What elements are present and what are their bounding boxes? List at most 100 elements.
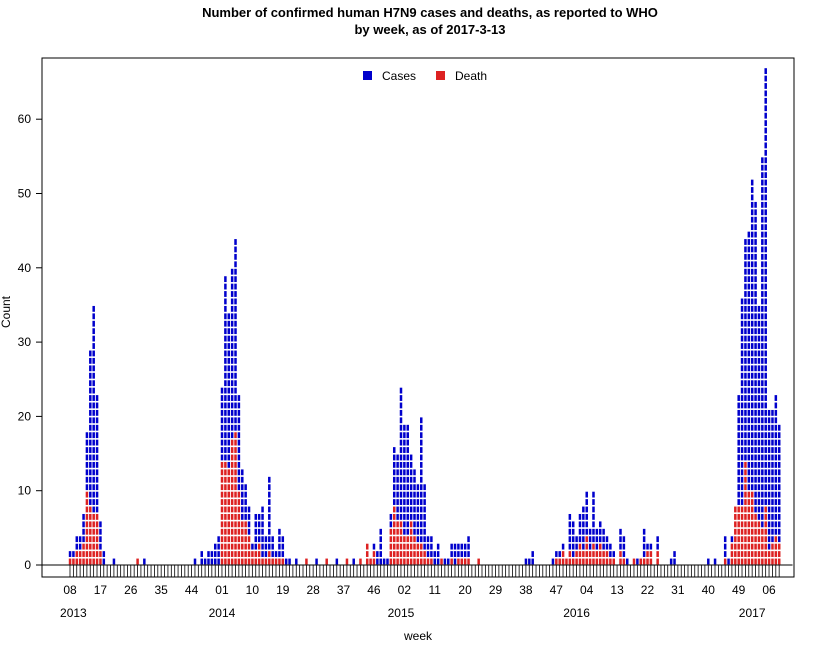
death-cell bbox=[737, 528, 740, 535]
death-cell bbox=[558, 558, 561, 565]
death-cell bbox=[734, 558, 737, 565]
week-bar bbox=[754, 201, 757, 565]
case-cell bbox=[761, 283, 764, 290]
case-cell bbox=[237, 402, 241, 409]
case-cell bbox=[230, 357, 234, 364]
week-bar bbox=[713, 558, 717, 565]
case-cell bbox=[592, 491, 595, 498]
case-cell bbox=[747, 372, 751, 379]
case-cell bbox=[234, 357, 237, 364]
case-cell bbox=[740, 387, 744, 394]
case-cell bbox=[771, 439, 774, 446]
death-cell bbox=[764, 536, 767, 543]
case-cell bbox=[761, 372, 764, 379]
week-bar bbox=[774, 395, 778, 565]
case-cell bbox=[230, 268, 234, 275]
case-cell bbox=[72, 551, 75, 557]
death-cell bbox=[224, 528, 227, 535]
death-cell bbox=[754, 551, 757, 557]
week-bar bbox=[477, 558, 480, 565]
case-cell bbox=[224, 328, 227, 335]
case-cell bbox=[761, 201, 764, 208]
death-cell bbox=[345, 558, 349, 565]
death-cell bbox=[244, 521, 247, 528]
case-cell bbox=[210, 558, 214, 565]
case-cell bbox=[420, 447, 423, 453]
death-cell bbox=[656, 558, 659, 565]
week-bar bbox=[598, 521, 602, 565]
death-cell bbox=[247, 543, 251, 550]
week-bar bbox=[463, 543, 467, 565]
death-cell bbox=[95, 528, 99, 535]
case-cell bbox=[227, 357, 231, 364]
case-cell bbox=[754, 253, 757, 260]
case-cell bbox=[619, 528, 622, 535]
death-cell bbox=[744, 551, 747, 557]
case-cell bbox=[754, 268, 757, 275]
case-cell bbox=[588, 536, 592, 543]
case-cell bbox=[409, 454, 413, 461]
death-cell bbox=[392, 528, 396, 535]
case-cell bbox=[764, 469, 767, 476]
case-cell bbox=[234, 239, 237, 245]
case-cell bbox=[261, 521, 264, 528]
case-cell bbox=[656, 543, 659, 550]
case-cell bbox=[764, 387, 767, 394]
case-cell bbox=[747, 417, 751, 424]
case-cell bbox=[767, 528, 771, 535]
case-cell bbox=[750, 395, 754, 401]
case-cell bbox=[247, 506, 251, 513]
case-cell bbox=[406, 469, 409, 476]
week-bar bbox=[254, 513, 258, 565]
death-cell bbox=[95, 543, 99, 550]
case-cell bbox=[744, 276, 747, 283]
case-cell bbox=[764, 224, 767, 231]
case-cell bbox=[453, 551, 457, 557]
week-bar bbox=[78, 536, 82, 565]
death-cell bbox=[305, 558, 308, 565]
case-cell bbox=[420, 536, 423, 543]
case-cell bbox=[450, 551, 453, 557]
case-cell bbox=[254, 543, 258, 550]
case-cell bbox=[740, 409, 744, 416]
case-cell bbox=[622, 536, 626, 543]
case-cell bbox=[622, 551, 626, 557]
death-cell bbox=[396, 551, 399, 557]
death-cell bbox=[744, 528, 747, 535]
death-cell bbox=[774, 551, 778, 557]
case-cell bbox=[750, 253, 754, 260]
death-cell bbox=[220, 528, 224, 535]
death-cell bbox=[224, 551, 227, 557]
case-cell bbox=[740, 432, 744, 439]
case-cell bbox=[740, 417, 744, 424]
legend: Cases Death bbox=[363, 69, 487, 83]
death-cell bbox=[224, 536, 227, 543]
death-cell bbox=[571, 558, 575, 565]
death-cell bbox=[754, 528, 757, 535]
case-cell bbox=[588, 543, 592, 550]
death-cell bbox=[416, 543, 420, 550]
case-cell bbox=[747, 454, 751, 461]
chart-subtitle: by week, as of 2017-3-13 bbox=[354, 22, 505, 37]
case-cell bbox=[764, 343, 767, 349]
case-cell bbox=[399, 387, 403, 394]
case-cell bbox=[754, 380, 757, 387]
case-cell bbox=[754, 313, 757, 320]
case-cell bbox=[750, 387, 754, 394]
week-bar bbox=[619, 528, 622, 565]
case-cell bbox=[757, 395, 761, 401]
case-cell bbox=[764, 409, 767, 416]
case-cell bbox=[642, 536, 646, 543]
case-cell bbox=[95, 484, 99, 491]
case-cell bbox=[403, 447, 406, 453]
case-cell bbox=[744, 372, 747, 379]
case-cell bbox=[740, 499, 744, 505]
case-cell bbox=[257, 536, 261, 543]
case-cell bbox=[747, 313, 751, 320]
case-cell bbox=[774, 513, 778, 520]
week-bar bbox=[72, 551, 75, 565]
case-cell bbox=[764, 461, 767, 468]
case-cell bbox=[774, 432, 778, 439]
case-cell bbox=[750, 313, 754, 320]
case-cell bbox=[761, 357, 764, 364]
